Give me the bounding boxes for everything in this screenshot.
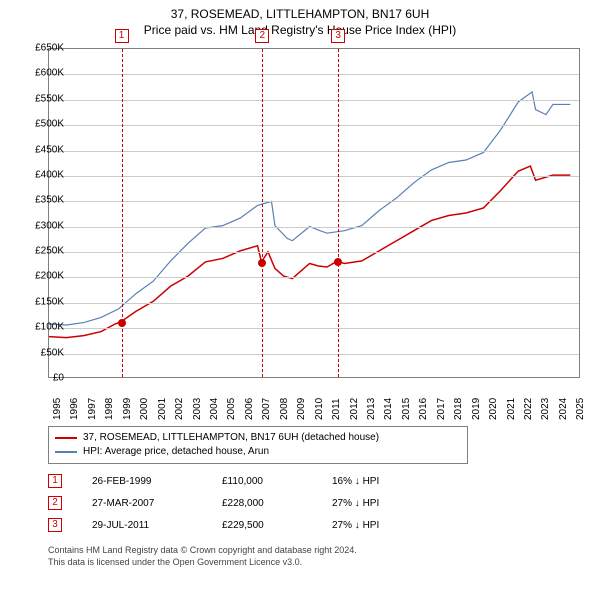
ygrid-line bbox=[49, 303, 579, 304]
x-axis-label: 2005 bbox=[226, 398, 237, 420]
ygrid-line bbox=[49, 354, 579, 355]
y-axis-label: £400K bbox=[35, 169, 64, 180]
x-axis-label: 2018 bbox=[453, 398, 464, 420]
footer-line1: Contains HM Land Registry data © Crown c… bbox=[48, 544, 357, 556]
x-axis-label: 1997 bbox=[87, 398, 98, 420]
event-delta: 27% ↓ HPI bbox=[332, 498, 432, 509]
x-axis-label: 2020 bbox=[488, 398, 499, 420]
x-axis-label: 2016 bbox=[418, 398, 429, 420]
x-axis-label: 2004 bbox=[209, 398, 220, 420]
x-axis-label: 2010 bbox=[314, 398, 325, 420]
y-axis-label: £450K bbox=[35, 144, 64, 155]
x-axis-label: 2008 bbox=[279, 398, 290, 420]
x-axis-label: 2021 bbox=[506, 398, 517, 420]
x-axis-label: 2025 bbox=[575, 398, 586, 420]
event-row: 1 26-FEB-1999 £110,000 16% ↓ HPI bbox=[48, 470, 432, 492]
ygrid-line bbox=[49, 100, 579, 101]
ygrid-line bbox=[49, 252, 579, 253]
y-axis-label: £100K bbox=[35, 322, 64, 333]
ygrid-line bbox=[49, 125, 579, 126]
event-marker-dot bbox=[258, 259, 266, 267]
title-block: 37, ROSEMEAD, LITTLEHAMPTON, BN17 6UH Pr… bbox=[0, 0, 600, 38]
chart-plot-area: 123 bbox=[48, 48, 580, 378]
event-marker-dot bbox=[334, 258, 342, 266]
events-block: 1 26-FEB-1999 £110,000 16% ↓ HPI 2 27-MAR-200… bbox=[48, 470, 432, 536]
ygrid-line bbox=[49, 277, 579, 278]
legend-swatch bbox=[55, 437, 77, 439]
title-line1: 37, ROSEMEAD, LITTLEHAMPTON, BN17 6UH bbox=[0, 6, 600, 22]
event-row-marker: 1 bbox=[48, 474, 62, 488]
legend-box: 37, ROSEMEAD, LITTLEHAMPTON, BN17 6UH (d… bbox=[48, 426, 468, 464]
ygrid-line bbox=[49, 328, 579, 329]
y-axis-label: £600K bbox=[35, 68, 64, 79]
event-marker-dot bbox=[118, 319, 126, 327]
x-axis-label: 2009 bbox=[296, 398, 307, 420]
event-row: 3 29-JUL-2011 £229,500 27% ↓ HPI bbox=[48, 514, 432, 536]
event-row: 2 27-MAR-2007 £228,000 27% ↓ HPI bbox=[48, 492, 432, 514]
x-axis-label: 2014 bbox=[383, 398, 394, 420]
y-axis-label: £300K bbox=[35, 220, 64, 231]
x-axis-label: 2022 bbox=[523, 398, 534, 420]
event-marker-box: 2 bbox=[255, 29, 269, 43]
event-date: 27-MAR-2007 bbox=[92, 498, 192, 509]
x-axis-label: 1996 bbox=[69, 398, 80, 420]
y-axis-label: £350K bbox=[35, 195, 64, 206]
x-axis-label: 2007 bbox=[261, 398, 272, 420]
event-row-marker: 2 bbox=[48, 496, 62, 510]
legend-row: HPI: Average price, detached house, Arun bbox=[55, 445, 461, 459]
event-date: 29-JUL-2011 bbox=[92, 520, 192, 531]
y-axis-label: £500K bbox=[35, 119, 64, 130]
event-price: £229,500 bbox=[222, 520, 302, 531]
event-price: £228,000 bbox=[222, 498, 302, 509]
y-axis-label: £150K bbox=[35, 296, 64, 307]
x-axis-label: 1999 bbox=[122, 398, 133, 420]
event-marker-box: 1 bbox=[115, 29, 129, 43]
y-axis-label: £250K bbox=[35, 246, 64, 257]
x-axis-label: 2001 bbox=[157, 398, 168, 420]
x-axis-label: 2000 bbox=[139, 398, 150, 420]
legend-row: 37, ROSEMEAD, LITTLEHAMPTON, BN17 6UH (d… bbox=[55, 431, 461, 445]
x-axis-label: 2003 bbox=[192, 398, 203, 420]
x-axis-label: 2012 bbox=[349, 398, 360, 420]
legend-label: HPI: Average price, detached house, Arun bbox=[83, 445, 269, 459]
x-axis-label: 2017 bbox=[436, 398, 447, 420]
footer-line2: This data is licensed under the Open Gov… bbox=[48, 556, 357, 568]
y-axis-label: £50K bbox=[41, 347, 64, 358]
legend-label: 37, ROSEMEAD, LITTLEHAMPTON, BN17 6UH (d… bbox=[83, 431, 379, 445]
footer-block: Contains HM Land Registry data © Crown c… bbox=[48, 544, 357, 568]
ygrid-line bbox=[49, 201, 579, 202]
ygrid-line bbox=[49, 176, 579, 177]
event-price: £110,000 bbox=[222, 476, 302, 487]
x-axis-label: 2024 bbox=[558, 398, 569, 420]
event-marker-box: 3 bbox=[331, 29, 345, 43]
x-axis-label: 1995 bbox=[52, 398, 63, 420]
event-marker-line bbox=[262, 49, 263, 377]
y-axis-label: £550K bbox=[35, 93, 64, 104]
series-hpi bbox=[49, 92, 570, 325]
x-axis-label: 2019 bbox=[471, 398, 482, 420]
ygrid-line bbox=[49, 74, 579, 75]
event-date: 26-FEB-1999 bbox=[92, 476, 192, 487]
chart-container: 37, ROSEMEAD, LITTLEHAMPTON, BN17 6UH Pr… bbox=[0, 0, 600, 590]
event-marker-line bbox=[122, 49, 123, 377]
x-axis-label: 1998 bbox=[104, 398, 115, 420]
x-axis-label: 2011 bbox=[331, 398, 342, 420]
x-axis-label: 2013 bbox=[366, 398, 377, 420]
x-axis-label: 2002 bbox=[174, 398, 185, 420]
event-marker-line bbox=[338, 49, 339, 377]
legend-swatch bbox=[55, 451, 77, 453]
ygrid-line bbox=[49, 151, 579, 152]
event-row-marker: 3 bbox=[48, 518, 62, 532]
x-axis-label: 2023 bbox=[540, 398, 551, 420]
event-delta: 27% ↓ HPI bbox=[332, 520, 432, 531]
title-line2: Price paid vs. HM Land Registry's House … bbox=[0, 22, 600, 38]
y-axis-label: £0 bbox=[53, 373, 64, 384]
y-axis-label: £650K bbox=[35, 43, 64, 54]
x-axis-label: 2006 bbox=[244, 398, 255, 420]
y-axis-label: £200K bbox=[35, 271, 64, 282]
event-delta: 16% ↓ HPI bbox=[332, 476, 432, 487]
x-axis-label: 2015 bbox=[401, 398, 412, 420]
ygrid-line bbox=[49, 227, 579, 228]
